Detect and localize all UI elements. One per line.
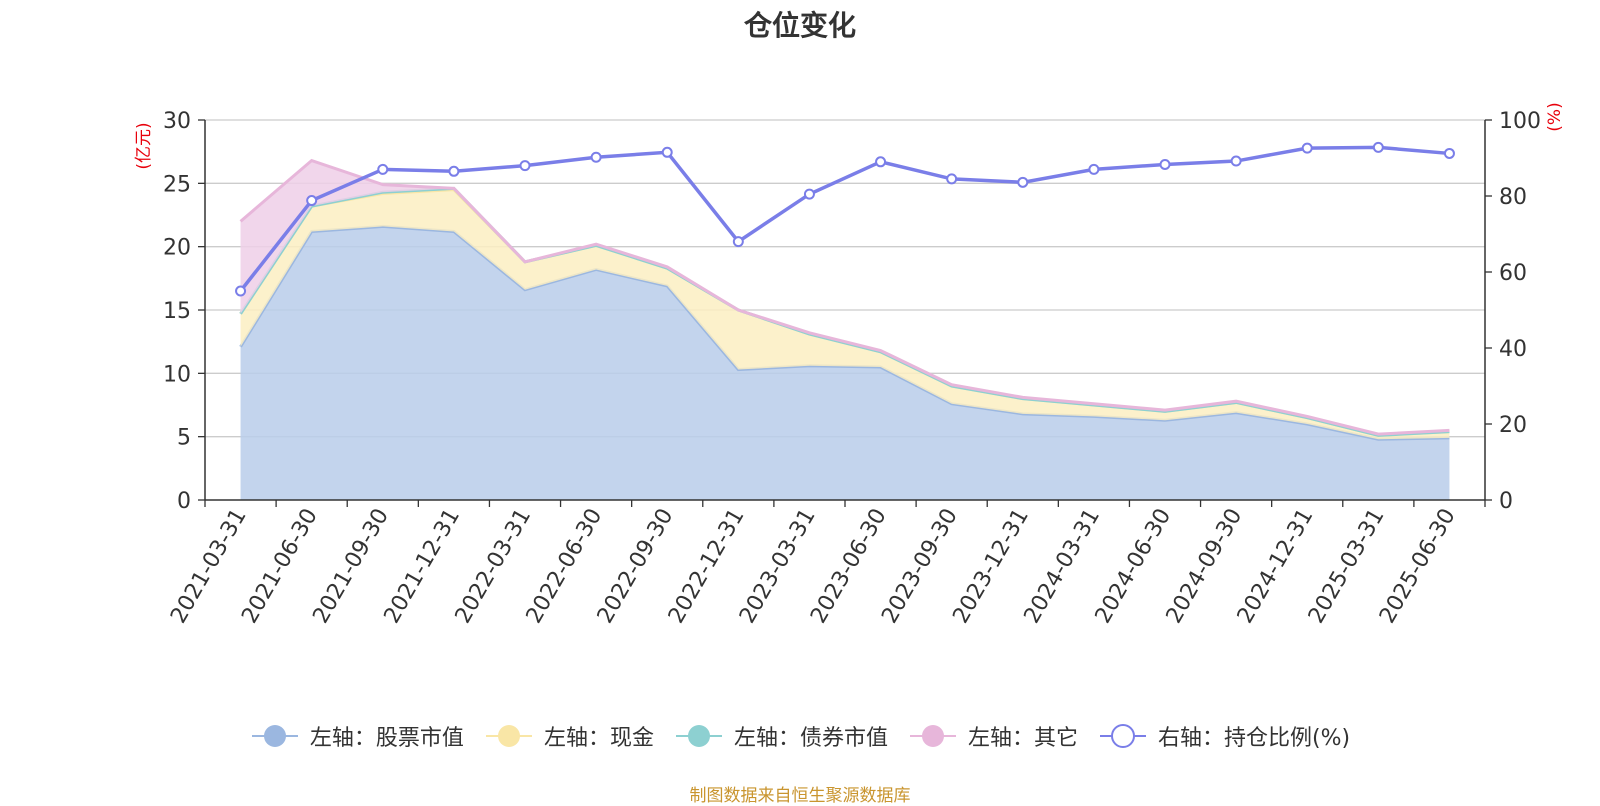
ratio-point (661, 146, 673, 158)
chart-legend: 左轴：股票市值 左轴：现金 左轴：债券市值 左轴：其它 右轴：持仓比例(%) (0, 720, 1600, 752)
y-right-tick-label: 0 (1499, 489, 1513, 514)
x-tick-label: 2024-12-31 (1233, 505, 1319, 628)
x-tick-label: 2022-12-31 (664, 505, 750, 628)
ratio-line (239, 145, 1450, 293)
y-right-axis-unit: (%) (1545, 102, 1565, 131)
x-tick-label: 2024-09-30 (1162, 505, 1248, 628)
x-tick-label: 2022-06-30 (522, 505, 608, 628)
ratio-point (448, 165, 460, 177)
x-tick-label: 2023-06-30 (806, 505, 892, 628)
legend-label: 左轴：债券市值 (733, 726, 888, 751)
area-0 (240, 226, 1450, 500)
y-right-tick-label: 20 (1499, 413, 1527, 438)
legend-label: 左轴：现金 (543, 726, 654, 751)
x-tick-label: 2022-09-30 (593, 505, 679, 628)
y-left-tick-label: 30 (163, 109, 191, 134)
ratio-point (1372, 141, 1384, 153)
y-right-tick-label: 100 (1499, 109, 1541, 134)
x-tick-label: 2021-03-31 (166, 505, 252, 628)
area-3 (240, 160, 1450, 436)
legend-label: 左轴：其它 (967, 726, 1078, 751)
legend-item[interactable]: 左轴：其它 (908, 720, 1078, 752)
area-1 (240, 189, 1450, 440)
x-tick-label: 2021-06-30 (237, 505, 323, 628)
x-tick-label: 2021-09-30 (308, 505, 394, 628)
ratio-point (1159, 158, 1171, 170)
area-line-3 (239, 158, 1450, 436)
legend-label: 右轴：持仓比例(%) (1157, 726, 1351, 751)
ratio-point (946, 173, 958, 185)
source-note: 制图数据来自恒生聚源数据库 (689, 786, 911, 806)
legend-item[interactable]: 左轴：现金 (484, 720, 654, 752)
y-left-tick-label: 20 (163, 236, 191, 261)
y-left-tick-label: 15 (163, 299, 191, 324)
ratio-point (235, 285, 247, 297)
y-right-tick-label: 60 (1499, 261, 1527, 286)
ratio-point (1301, 142, 1313, 154)
legend-item[interactable]: 左轴：债券市值 (674, 720, 888, 752)
legend-marker-icon (485, 725, 532, 747)
x-tick-label: 2025-03-31 (1304, 505, 1390, 628)
legend-marker-icon (909, 725, 956, 747)
ratio-point (519, 160, 531, 172)
legend-label: 左轴：股票市值 (309, 726, 464, 751)
y-left-tick-label: 25 (163, 172, 191, 197)
x-tick-label: 2025-06-30 (1375, 505, 1461, 628)
ratio-point (1443, 147, 1455, 159)
ratio-point (1017, 176, 1029, 188)
ratio-point (377, 163, 389, 175)
x-tick-label: 2023-12-31 (948, 505, 1034, 628)
legend-marker-icon (251, 725, 298, 747)
chart-title: 仓位变化 (743, 9, 856, 42)
x-tick-label: 2024-06-30 (1091, 505, 1177, 628)
legend-item[interactable]: 右轴：持仓比例(%) (1098, 720, 1350, 752)
legend-item[interactable]: 左轴：股票市值 (250, 720, 464, 752)
ratio-point (306, 195, 318, 207)
x-tick-label: 2022-03-31 (451, 505, 537, 628)
ratio-point (803, 188, 815, 200)
ratio-point (875, 156, 887, 168)
x-tick-label: 2024-03-31 (1020, 505, 1106, 628)
ratio-point (732, 236, 744, 248)
y-right-tick-label: 80 (1499, 185, 1527, 210)
ratio-point (590, 151, 602, 163)
legend-marker-icon (675, 725, 722, 747)
legend-marker-icon (1099, 724, 1146, 748)
ratio-point (1088, 163, 1100, 175)
y-left-tick-label: 0 (177, 489, 191, 514)
y-left-axis-unit: (亿元) (134, 122, 154, 169)
y-left-tick-label: 10 (163, 362, 191, 387)
ratio-point (1230, 155, 1242, 167)
x-tick-label: 2023-09-30 (877, 505, 963, 628)
x-tick-label: 2023-03-31 (735, 505, 821, 628)
y-right-tick-label: 40 (1499, 337, 1527, 362)
x-tick-label: 2021-12-31 (380, 505, 466, 628)
y-left-tick-label: 5 (177, 426, 191, 451)
